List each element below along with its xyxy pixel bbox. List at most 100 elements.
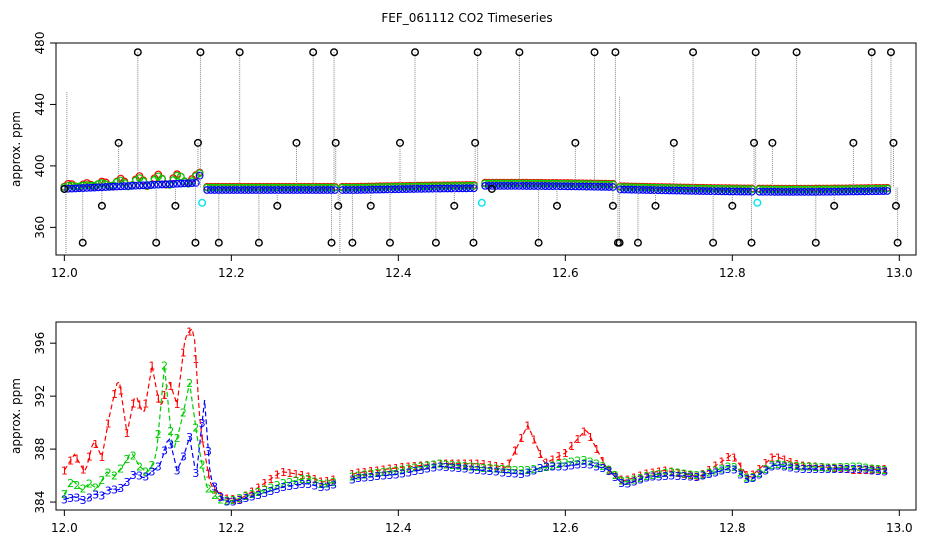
point-label-1: 1 xyxy=(186,325,193,338)
point-label-2: 2 xyxy=(230,494,237,507)
point-ch3 xyxy=(500,181,508,190)
point-ch3 xyxy=(541,182,550,190)
point-ch3 xyxy=(582,182,591,191)
point-label-1: 1 xyxy=(111,388,118,401)
point-ch3 xyxy=(759,187,768,196)
point-label-2: 2 xyxy=(656,468,663,481)
point-label-2: 2 xyxy=(862,461,869,474)
point-ch3 xyxy=(778,187,786,196)
point-ch3 xyxy=(533,182,542,190)
point-ch3 xyxy=(695,187,704,195)
point-label-1: 1 xyxy=(487,459,494,472)
point-ch3 xyxy=(586,182,595,191)
y-tick-label: 440 xyxy=(33,93,47,116)
point-ch3 xyxy=(556,182,565,191)
point-ch3 xyxy=(173,179,181,188)
point-ch3 xyxy=(357,186,366,194)
point-label-1: 1 xyxy=(192,353,199,366)
point-label-2: 2 xyxy=(368,468,375,481)
point-ch3 xyxy=(740,187,749,196)
point-label-1: 1 xyxy=(230,493,237,506)
series-line-3 xyxy=(64,400,336,503)
point-label-2: 2 xyxy=(192,422,199,435)
point-ch3 xyxy=(875,187,884,196)
point-label-3: 3 xyxy=(731,463,738,476)
point-ch3 xyxy=(838,187,847,196)
point-flagged xyxy=(768,138,777,147)
point-label-3: 3 xyxy=(581,458,588,471)
point-ch3 xyxy=(781,187,790,196)
point-ch3 xyxy=(372,185,381,194)
point-label-2: 2 xyxy=(274,479,281,492)
point-ch3 xyxy=(687,186,696,195)
point-label-3: 3 xyxy=(424,463,431,476)
point-label-3: 3 xyxy=(549,460,556,473)
point-label-3: 3 xyxy=(618,477,625,490)
point-label-2: 2 xyxy=(775,458,782,471)
point-flagged xyxy=(327,238,336,247)
point-ch3 xyxy=(736,187,745,196)
point-ch3 xyxy=(387,185,396,194)
point-label-2: 2 xyxy=(286,476,293,489)
point-label-2: 2 xyxy=(612,469,619,482)
point-label-2: 2 xyxy=(349,471,356,484)
point-label-3: 3 xyxy=(418,464,425,477)
point-ch3 xyxy=(225,186,234,194)
point-label-1: 1 xyxy=(649,466,656,479)
point-ch3 xyxy=(109,182,118,191)
point-label-3: 3 xyxy=(293,479,300,492)
point-label-3: 3 xyxy=(800,463,807,476)
point-label-1: 1 xyxy=(750,468,757,481)
point-label-1: 1 xyxy=(643,468,650,481)
point-label-3: 3 xyxy=(405,466,412,479)
x-tick-label: 12.0 xyxy=(51,266,78,280)
point-ch3 xyxy=(616,185,625,194)
point-label-2: 2 xyxy=(593,458,600,471)
point-label-3: 3 xyxy=(174,464,181,477)
point-label-2: 2 xyxy=(787,459,794,472)
point-label-1: 1 xyxy=(98,451,105,464)
point-flagged xyxy=(469,238,478,247)
point-label-3: 3 xyxy=(437,460,444,473)
point-label-1: 1 xyxy=(180,346,187,359)
point-ch3 xyxy=(601,182,610,191)
point-label-3: 3 xyxy=(743,473,750,486)
point-label-2: 2 xyxy=(562,456,569,469)
point-label-1: 1 xyxy=(468,458,475,471)
point-flagged xyxy=(273,201,282,210)
point-ch3 xyxy=(297,186,305,194)
point-label-3: 3 xyxy=(443,461,450,474)
point-label-3: 3 xyxy=(474,464,481,477)
point-label-1: 1 xyxy=(631,472,638,485)
point-label-3: 3 xyxy=(712,466,719,479)
point-label-1: 1 xyxy=(556,450,563,463)
point-ch3 xyxy=(233,186,242,194)
point-ch3 xyxy=(883,187,892,195)
point-label-2: 2 xyxy=(662,467,669,480)
point-label-1: 1 xyxy=(299,469,306,482)
point-label-1: 1 xyxy=(762,457,769,470)
point-label-3: 3 xyxy=(750,472,757,485)
point-ch3 xyxy=(763,187,771,196)
point-flagged xyxy=(348,238,357,247)
point-label-1: 1 xyxy=(543,457,550,470)
point-label-3: 3 xyxy=(205,445,212,458)
point-ch3 xyxy=(526,182,535,190)
point-flagged xyxy=(615,238,624,247)
point-ch3 xyxy=(394,185,403,194)
point-label-2: 2 xyxy=(850,461,857,474)
point-flagged xyxy=(334,201,343,210)
point-label-2: 2 xyxy=(643,470,650,483)
point-label-3: 3 xyxy=(305,478,312,491)
point-label-2: 2 xyxy=(543,461,550,474)
point-ch3 xyxy=(548,182,557,191)
point-label-2: 2 xyxy=(130,449,137,462)
point-ch3 xyxy=(563,182,572,191)
point-ch3 xyxy=(691,187,700,195)
point-ch3 xyxy=(436,184,444,193)
point-cal xyxy=(477,198,486,207)
point-ch3 xyxy=(143,181,151,190)
point-label-2: 2 xyxy=(80,482,87,495)
point-ch3 xyxy=(300,186,309,194)
point-label-1: 1 xyxy=(199,433,206,446)
